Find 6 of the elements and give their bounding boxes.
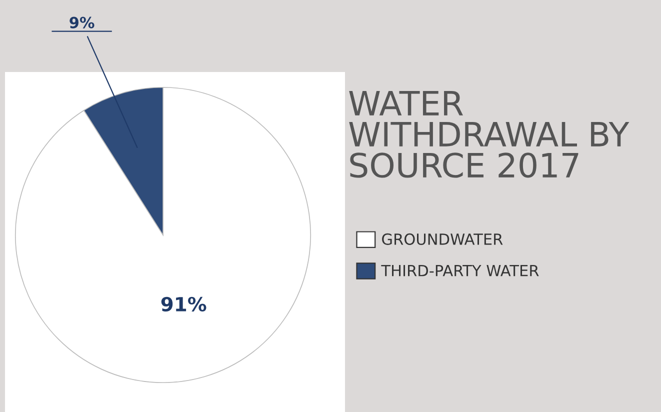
text: WATER WITHDRAWAL BY SOURCE 2017 [349, 91, 630, 178]
data-label: 91% [161, 296, 206, 312]
legend-label: GROUNDWATER [382, 233, 503, 245]
legend-label: THIRD-PARTY WATER [381, 265, 539, 276]
pie-slice [14, 86, 312, 384]
data-label: 9% [70, 16, 94, 28]
